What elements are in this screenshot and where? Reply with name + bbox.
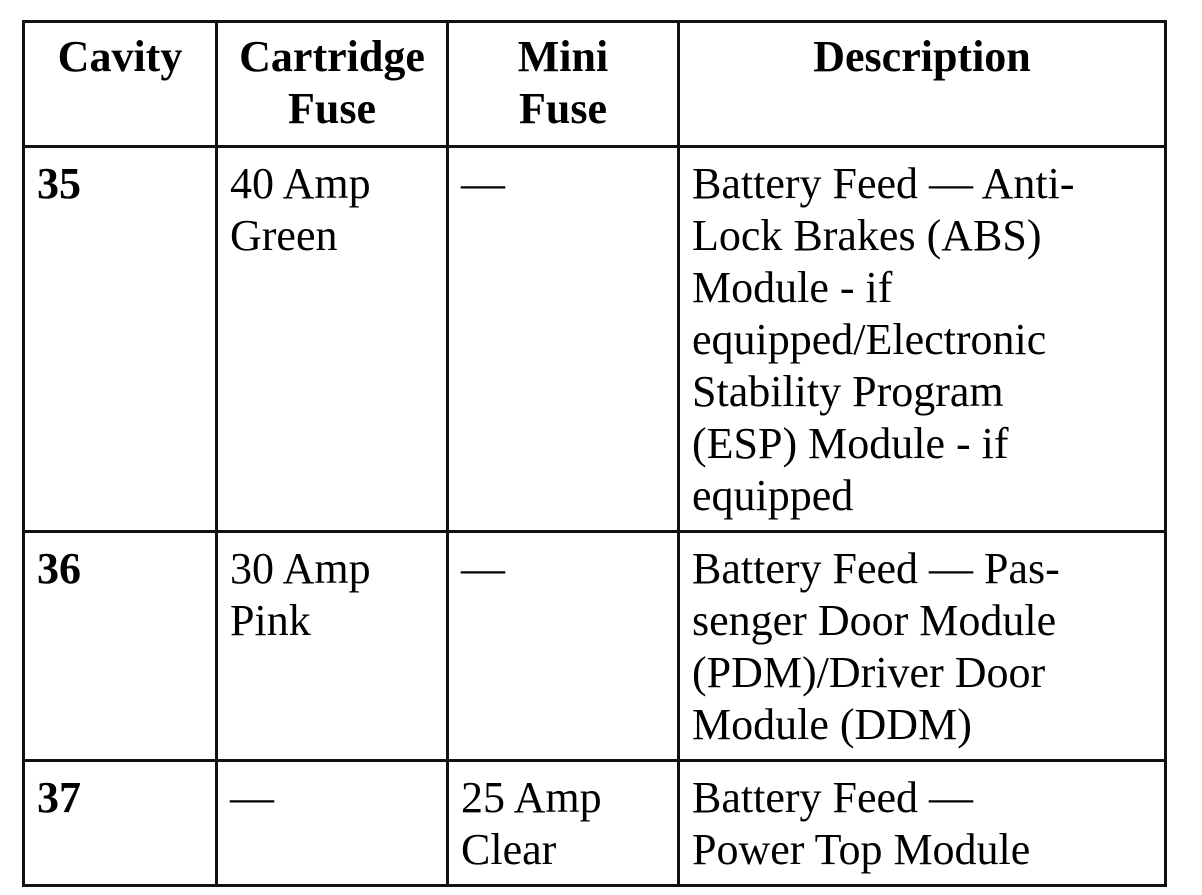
- header-cartridge-fuse: Cartridge Fuse: [215, 20, 449, 148]
- cartridge-fuse-cell: 30 Amp Pink: [215, 530, 449, 762]
- description-cell: Battery Feed — Power Top Module: [677, 759, 1167, 887]
- cavity-cell: 36: [22, 530, 218, 762]
- header-mini-fuse: Mini Fuse: [446, 20, 680, 148]
- cavity-cell: 37: [22, 759, 218, 887]
- description-cell: Battery Feed — Pas- senger Door Module (…: [677, 530, 1167, 762]
- mini-fuse-cell: —: [446, 145, 680, 533]
- cartridge-fuse-cell: 40 Amp Green: [215, 145, 449, 533]
- mini-fuse-cell: 25 Amp Clear: [446, 759, 680, 887]
- description-cell: Battery Feed — Anti- Lock Brakes (ABS) M…: [677, 145, 1167, 533]
- header-cavity: Cavity: [22, 20, 218, 148]
- fuse-table: Cavity Cartridge Fuse Mini Fuse Descript…: [22, 20, 1167, 887]
- table-row: 35 40 Amp Green — Battery Feed — Anti- L…: [22, 145, 1167, 533]
- cartridge-fuse-cell: —: [215, 759, 449, 887]
- table-row: 37 — 25 Amp Clear Battery Feed — Power T…: [22, 759, 1167, 887]
- cavity-cell: 35: [22, 145, 218, 533]
- header-row: Cavity Cartridge Fuse Mini Fuse Descript…: [22, 20, 1167, 148]
- header-description: Description: [677, 20, 1167, 148]
- mini-fuse-cell: —: [446, 530, 680, 762]
- table-row: 36 30 Amp Pink — Battery Feed — Pas- sen…: [22, 530, 1167, 762]
